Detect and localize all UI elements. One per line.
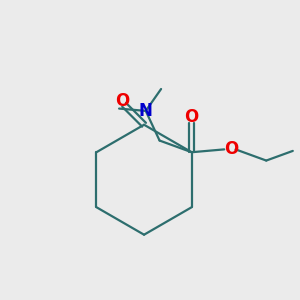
Text: O: O <box>116 92 130 110</box>
Text: O: O <box>184 108 199 126</box>
Text: N: N <box>139 102 153 120</box>
Text: O: O <box>224 140 238 158</box>
